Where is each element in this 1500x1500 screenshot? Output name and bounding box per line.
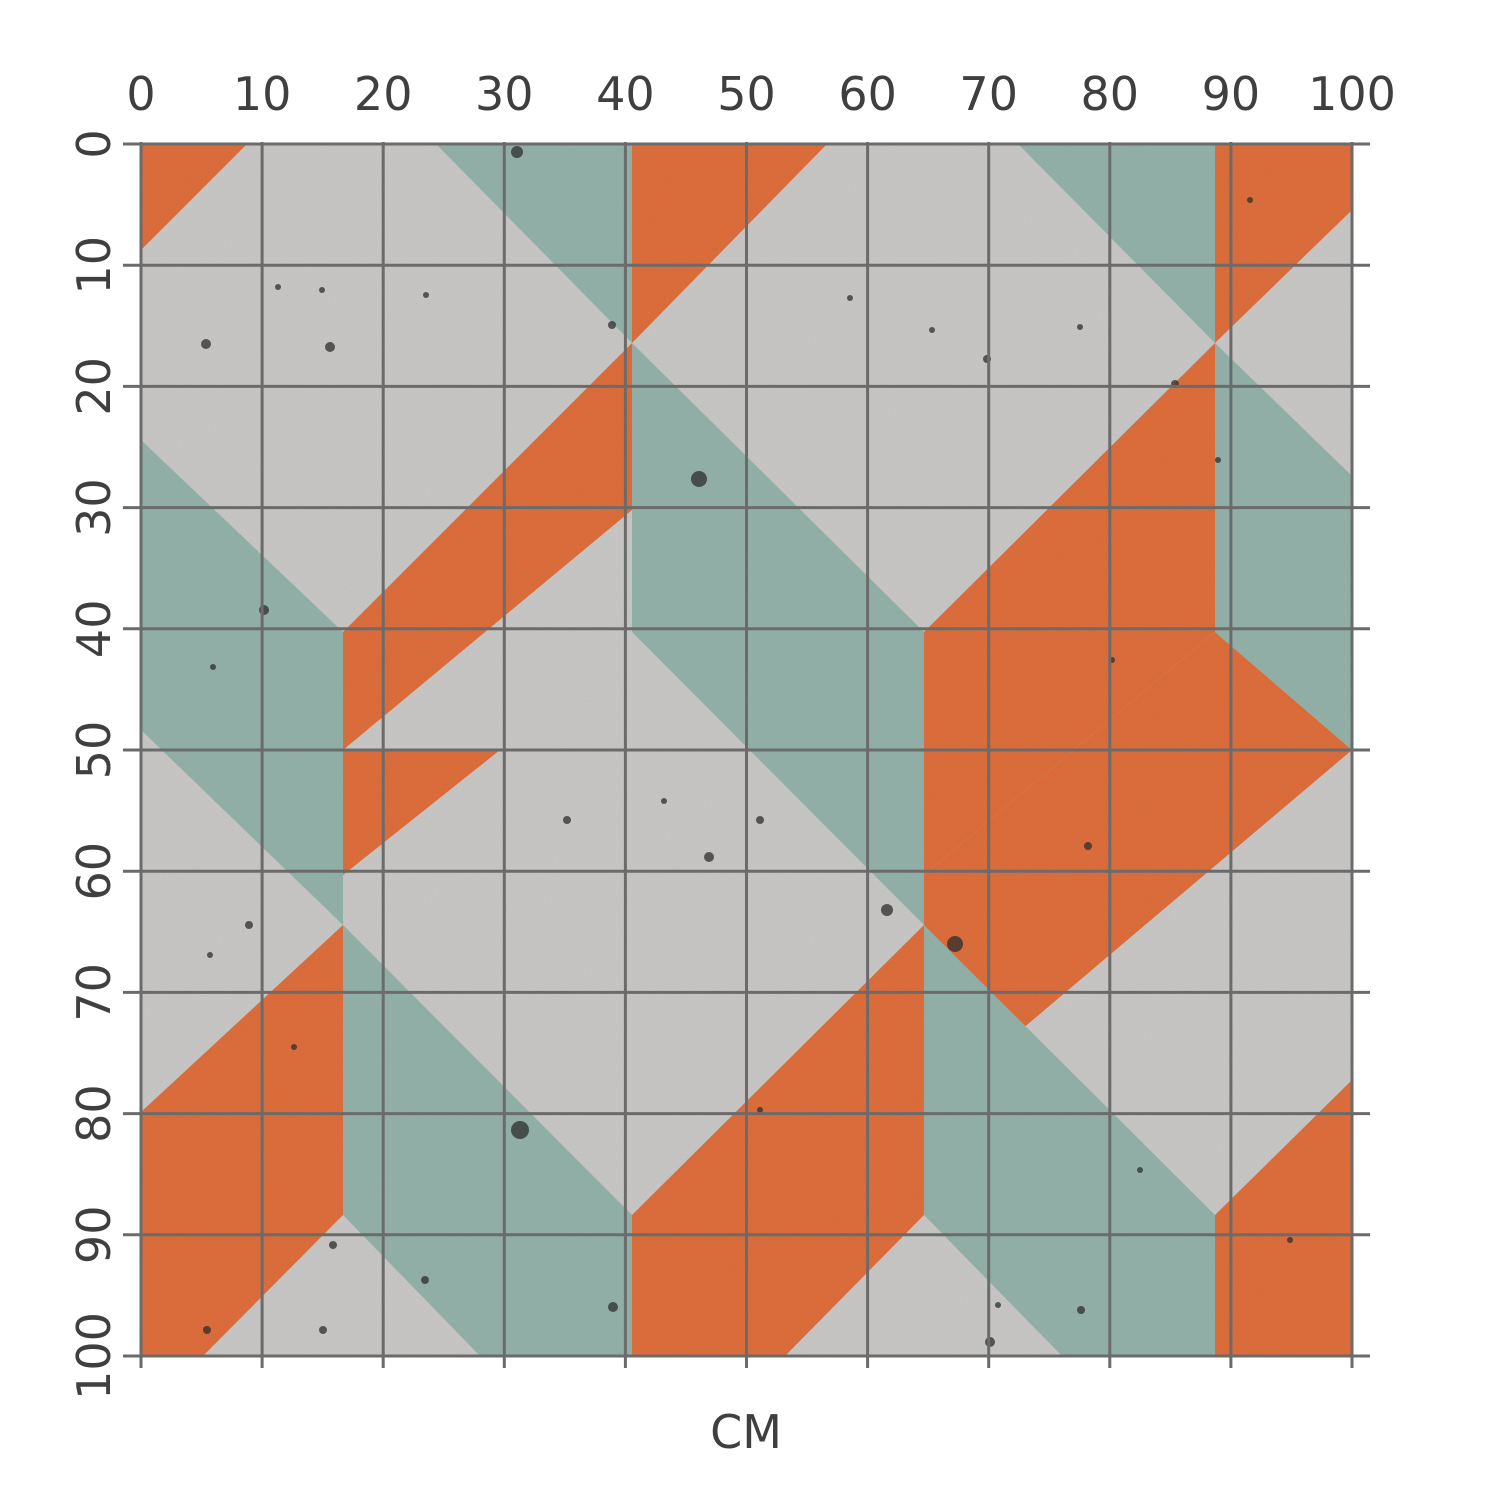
y-tick-label: 80: [67, 1084, 121, 1143]
concrete-pore: [201, 339, 211, 349]
concrete-pore: [1137, 1167, 1143, 1173]
y-tick-label: 20: [67, 357, 121, 416]
concrete-pore: [608, 1302, 618, 1312]
concrete-pore: [947, 936, 963, 952]
concrete-pore: [329, 1241, 337, 1249]
concrete-pore: [847, 295, 853, 301]
concrete-pore: [511, 1121, 529, 1139]
concrete-pore: [423, 292, 429, 298]
unit-label: CM: [710, 1405, 782, 1459]
x-tick-label: 50: [717, 67, 776, 121]
concrete-pore: [1077, 1306, 1085, 1314]
concrete-pore: [756, 816, 764, 824]
x-tick-label: 100: [1308, 67, 1396, 121]
concrete-pore: [929, 327, 935, 333]
x-tick-label: 10: [233, 67, 292, 121]
concrete-pore: [1247, 197, 1253, 203]
concrete-pore: [1215, 457, 1221, 463]
concrete-pore: [325, 342, 335, 352]
y-tick-label: 90: [67, 1206, 121, 1265]
concrete-pore: [691, 471, 707, 487]
concrete-pore: [1084, 842, 1092, 850]
x-tick-label: 0: [126, 67, 155, 121]
y-tick-label: 10: [67, 236, 121, 295]
concrete-pore: [259, 605, 269, 615]
y-axis-ticks: 0 10 20 30 40 50 60 70 80 90 100: [67, 129, 121, 1400]
y-tick-label: 70: [67, 963, 121, 1022]
concrete-pore: [704, 852, 714, 862]
concrete-pore: [207, 952, 213, 958]
x-axis-ticks: 0 10 20 30 40 50 60 70 80 90 100: [126, 67, 1396, 121]
y-tick-label: 30: [67, 478, 121, 537]
concrete-pore: [995, 1302, 1001, 1308]
concrete-pore: [511, 146, 523, 158]
y-tick-label: 100: [67, 1312, 121, 1400]
concrete-pore: [1287, 1237, 1293, 1243]
y-tick-label: 60: [67, 842, 121, 901]
concrete-pore: [563, 816, 571, 824]
concrete-pore: [1077, 324, 1083, 330]
x-tick-label: 60: [838, 67, 897, 121]
x-tick-label: 40: [596, 67, 655, 121]
measurement-grid: [123, 142, 1370, 1368]
concrete-pores: [201, 146, 1293, 1347]
concrete-pore: [275, 284, 281, 290]
concrete-pore: [608, 321, 616, 329]
concrete-pore: [291, 1044, 297, 1050]
x-tick-label: 20: [354, 67, 413, 121]
concrete-pore: [881, 904, 893, 916]
concrete-pore: [203, 1326, 211, 1334]
y-tick-label: 40: [67, 600, 121, 659]
concrete-pore: [661, 798, 667, 804]
x-tick-label: 90: [1202, 67, 1261, 121]
x-tick-label: 30: [475, 67, 534, 121]
concrete-pore: [210, 664, 216, 670]
x-tick-label: 80: [1081, 67, 1140, 121]
concrete-pore: [757, 1107, 763, 1113]
concrete-pore: [421, 1276, 429, 1284]
y-tick-label: 0: [67, 129, 121, 158]
x-tick-label: 70: [959, 67, 1018, 121]
concrete-pore: [319, 287, 325, 293]
concrete-pore: [319, 1326, 327, 1334]
y-tick-label: 50: [67, 721, 121, 780]
concrete-pore: [245, 921, 253, 929]
